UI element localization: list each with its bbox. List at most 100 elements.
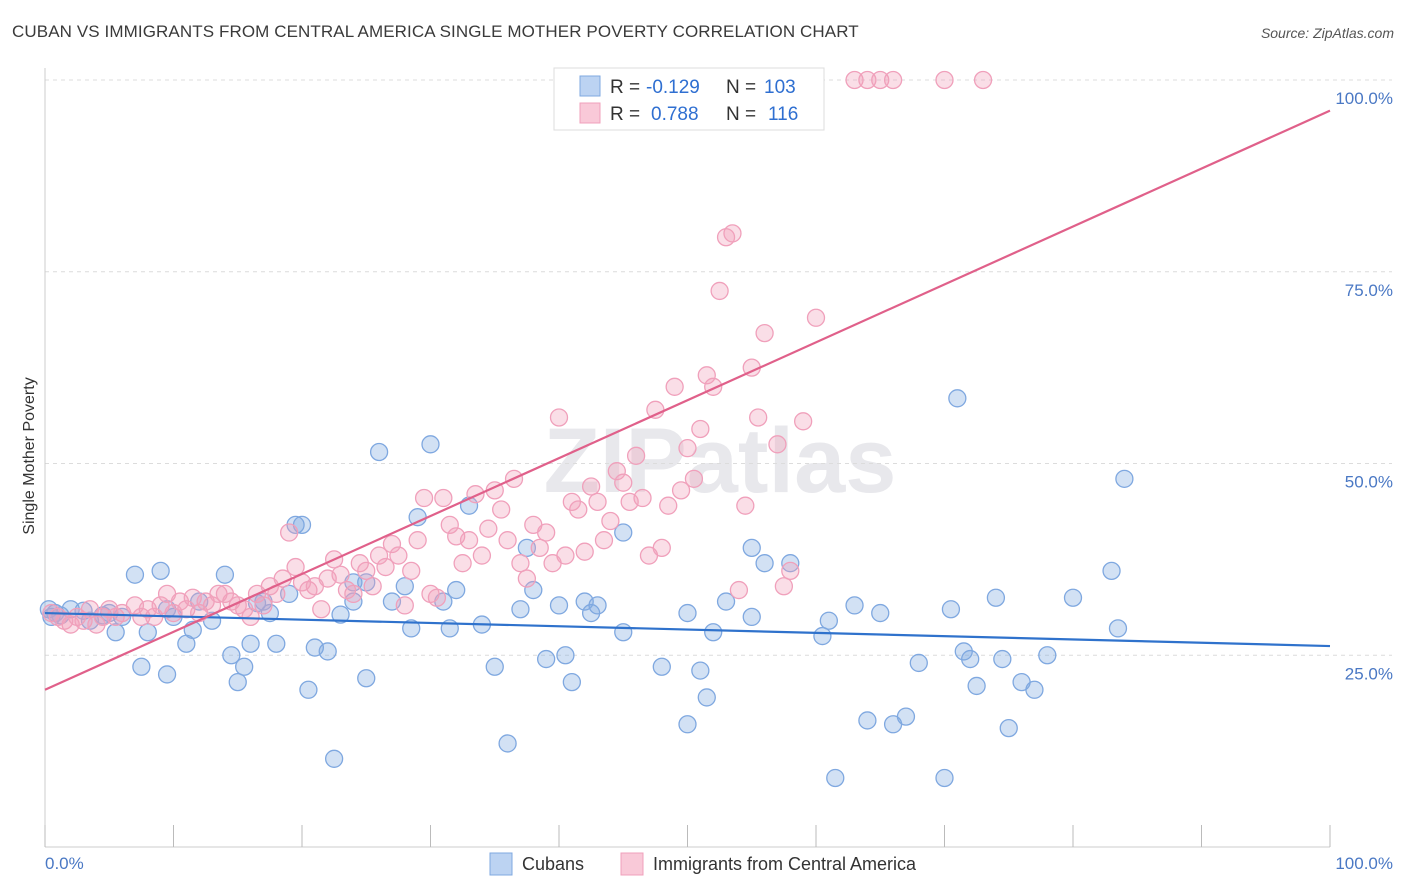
immigrants-point-101: [697, 366, 716, 385]
immigrants-point-79: [556, 546, 575, 565]
immigrants-point-49: [363, 577, 382, 596]
cubans-point-81: [826, 768, 845, 788]
cubans-point-54: [485, 657, 504, 676]
cubans-point-66: [614, 523, 633, 542]
cubans-point-23: [222, 646, 241, 665]
cubans-point-37: [324, 749, 344, 768]
cubans-point-55: [498, 734, 517, 753]
bottom-legend-label-immigrants: Immigrants from Central America: [653, 854, 917, 874]
immigrants-point-117: [858, 70, 877, 90]
cubans-point-83: [858, 711, 877, 730]
immigrants-point-53: [389, 546, 408, 565]
immigrants-point-81: [569, 500, 588, 519]
cubans-point-87: [909, 653, 928, 673]
y-axis-label: Single Mother Poverty: [21, 377, 38, 534]
y-tick-labels: 25.0% 50.0% 75.0% 100.0%: [1335, 89, 1393, 683]
bottom-legend-label-cubans: Cubans: [522, 854, 584, 874]
cubans-point-77: [755, 554, 774, 573]
immigrants-point-103: [710, 281, 729, 301]
immigrants-point-52: [382, 534, 402, 554]
immigrants-point-70: [498, 531, 517, 550]
immigrants-point-98: [678, 439, 697, 458]
cubans-point-74: [716, 592, 736, 611]
cubans-point-95: [993, 649, 1012, 669]
immigrants-point-66: [472, 546, 492, 565]
cubans-point-88: [935, 768, 954, 788]
immigrants-point-75: [530, 538, 549, 558]
legend-n-label-2: N =: [726, 104, 756, 125]
y-tick-label-3: 100.0%: [1335, 89, 1393, 108]
immigrants-point-97: [671, 481, 691, 500]
immigrants-point-105: [723, 224, 742, 243]
cubans-point-103: [1115, 469, 1134, 488]
immigrants-point-37: [286, 557, 305, 577]
cubans-point-100: [1063, 588, 1083, 607]
y-tick-label-1: 50.0%: [1345, 473, 1393, 492]
immigrants-point-106: [729, 580, 749, 600]
legend-swatch-cubans: [579, 75, 601, 97]
immigrants-point-61: [440, 515, 459, 535]
cubans-point-80: [819, 611, 838, 630]
immigrants-point-48: [357, 561, 376, 581]
x-tick-label-1: 100.0%: [1335, 854, 1393, 873]
cubans-point-71: [691, 661, 710, 680]
cubans-point-14: [151, 561, 170, 581]
cubans-point-72: [697, 688, 716, 707]
immigrants-point-60: [434, 488, 453, 508]
immigrants-point-111: [768, 435, 787, 454]
cubans-trend-line: [44, 611, 1331, 648]
cubans-point-9: [106, 623, 125, 642]
immigrants-point-94: [652, 538, 671, 558]
trend-lines: [44, 109, 1331, 691]
legend-r-value-2: 0.788: [651, 104, 699, 125]
cubans-point-22: [215, 565, 235, 584]
immigrants-point-76: [537, 523, 556, 542]
y-tick-label-2: 75.0%: [1345, 281, 1393, 300]
x-tick-labels: 0.0% 100.0%: [45, 854, 1393, 873]
cubans-point-34: [299, 680, 318, 699]
cubans-point-86: [896, 707, 916, 726]
immigrants-point-87: [607, 462, 626, 481]
cubans-point-11: [125, 565, 145, 584]
immigrants-point-78: [549, 408, 569, 427]
legend-r-label-2: R =: [610, 104, 640, 125]
immigrants-point-91: [633, 488, 652, 508]
cubans-point-42: [357, 669, 376, 688]
immigrants-point-46: [344, 584, 363, 604]
y-tick-label-0: 25.0%: [1345, 664, 1393, 683]
cubans-point-101: [1102, 561, 1121, 581]
immigrants-point-121: [973, 70, 993, 90]
immigrants-point-41: [312, 600, 331, 619]
immigrants-point-86: [601, 511, 620, 531]
cubans-point-65: [588, 596, 607, 615]
immigrants-point-54: [395, 596, 414, 615]
immigrants-point-90: [626, 446, 646, 465]
axes: [44, 68, 1331, 848]
cubans-point-58: [524, 580, 543, 600]
grid-lines: [45, 79, 1392, 656]
immigrants-point-109: [749, 408, 768, 427]
cubans-point-79: [813, 626, 832, 646]
cubans-point-94: [986, 588, 1006, 607]
legend-box: R = -0.129 N = 103 R = 0.788 N = 116: [553, 67, 825, 131]
immigrants-point-85: [594, 531, 614, 550]
legend-n-value-1: 103: [764, 77, 796, 98]
immigrants-point-110: [755, 323, 774, 343]
cubans-point-89: [941, 600, 961, 619]
bottom-legend-swatch-cubans: [489, 852, 513, 876]
cubans-point-62: [562, 672, 581, 692]
immigrants-point-69: [492, 500, 511, 519]
cubans-point-24: [228, 672, 247, 692]
cubans-point-61: [556, 646, 575, 665]
cubans-point-47: [408, 508, 427, 527]
legend-n-label-1: N =: [726, 77, 756, 98]
immigrants-point-107: [736, 496, 755, 515]
x-tick-label-0: 0.0%: [45, 854, 84, 873]
cubans-point-102: [1108, 619, 1128, 638]
immigrants-point-59: [427, 588, 447, 607]
immigrants-point-55: [402, 561, 421, 581]
cubans-point-84: [871, 603, 890, 623]
immigrants-point-115: [806, 308, 826, 327]
cubans-point-93: [967, 676, 986, 696]
cubans-point-25: [235, 657, 254, 676]
